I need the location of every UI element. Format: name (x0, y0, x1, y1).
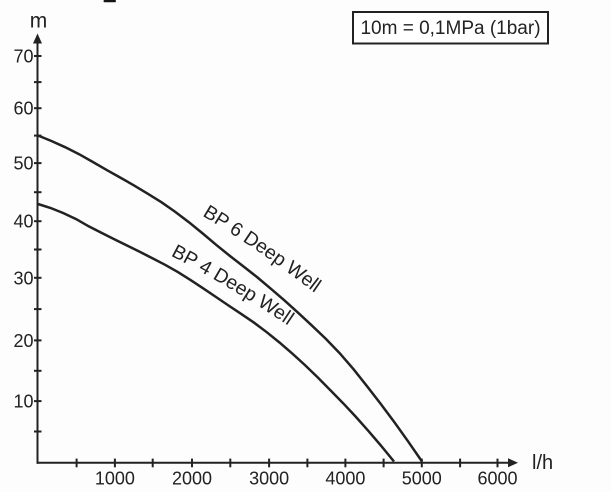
svg-text:10: 10 (13, 392, 33, 412)
svg-text:50: 50 (13, 154, 33, 174)
svg-text:30: 30 (13, 268, 33, 288)
svg-text:60: 60 (13, 99, 33, 119)
svg-text:5000: 5000 (402, 469, 442, 489)
svg-text:4000: 4000 (325, 469, 365, 489)
svg-text:l/h: l/h (532, 452, 553, 474)
svg-text:70: 70 (13, 47, 33, 67)
svg-text:20: 20 (13, 331, 33, 351)
svg-text:6000: 6000 (477, 469, 517, 489)
svg-text:m: m (30, 10, 48, 33)
svg-text:10m = 0,1MPa (1bar): 10m = 0,1MPa (1bar) (360, 18, 540, 39)
svg-text:2000: 2000 (172, 469, 212, 489)
svg-text:3000: 3000 (249, 469, 289, 489)
svg-text:40: 40 (13, 212, 33, 232)
svg-text:1000: 1000 (95, 469, 135, 489)
